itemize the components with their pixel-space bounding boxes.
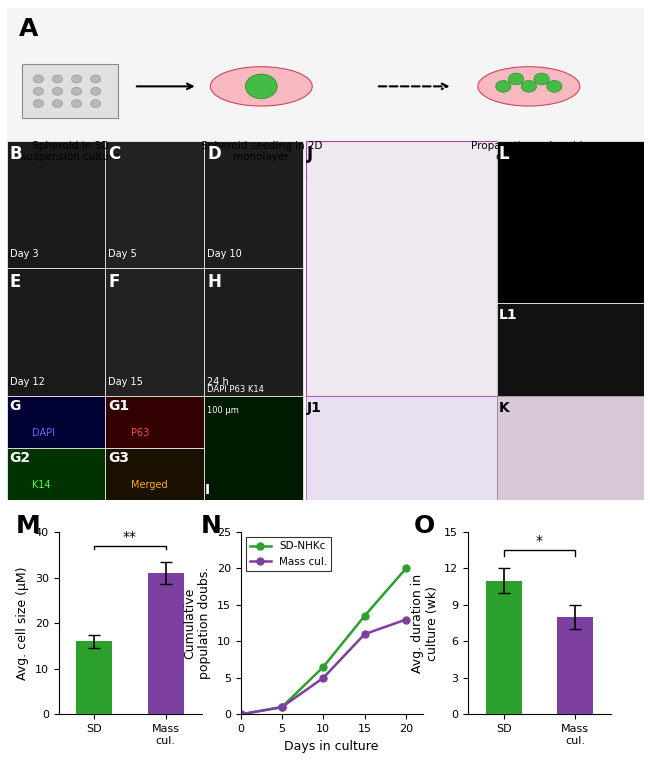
Circle shape: [508, 73, 524, 85]
Circle shape: [53, 100, 62, 107]
Ellipse shape: [211, 67, 312, 106]
X-axis label: Days in culture: Days in culture: [284, 739, 379, 752]
Text: B: B: [10, 145, 22, 163]
Text: K: K: [499, 401, 509, 416]
Text: G2: G2: [10, 451, 31, 464]
FancyBboxPatch shape: [497, 141, 644, 303]
Circle shape: [33, 75, 44, 83]
Text: L: L: [499, 145, 509, 163]
Y-axis label: Avg. duration in
culture (wk): Avg. duration in culture (wk): [411, 574, 439, 673]
Text: Merged: Merged: [131, 480, 167, 490]
Text: Propagating spheroid-
derived cells: Propagating spheroid- derived cells: [471, 141, 586, 162]
FancyBboxPatch shape: [6, 141, 105, 268]
Circle shape: [53, 75, 62, 83]
FancyBboxPatch shape: [204, 397, 303, 500]
Circle shape: [72, 87, 82, 95]
Legend: SD-NHKc, Mass cul.: SD-NHKc, Mass cul.: [246, 537, 332, 571]
Text: L1: L1: [499, 308, 517, 322]
Mass cul.: [402, 615, 410, 624]
Text: F: F: [109, 274, 120, 291]
Text: D: D: [207, 145, 221, 163]
Circle shape: [246, 74, 278, 99]
FancyBboxPatch shape: [105, 448, 204, 500]
Circle shape: [72, 75, 82, 83]
Text: Day 5: Day 5: [109, 249, 137, 258]
Circle shape: [521, 81, 536, 92]
SD-NHKc: [237, 710, 244, 719]
Line: SD-NHKc: SD-NHKc: [237, 565, 410, 718]
Text: I: I: [205, 483, 211, 497]
FancyBboxPatch shape: [6, 448, 105, 500]
Circle shape: [534, 73, 549, 85]
Bar: [558, 617, 593, 714]
Text: G1: G1: [109, 399, 129, 413]
Text: Day 3: Day 3: [10, 249, 38, 258]
Bar: [77, 641, 112, 714]
Y-axis label: Cumulative
population doubs.: Cumulative population doubs.: [183, 567, 211, 679]
FancyBboxPatch shape: [105, 141, 204, 268]
FancyBboxPatch shape: [105, 268, 204, 397]
Circle shape: [53, 87, 62, 95]
FancyBboxPatch shape: [22, 64, 118, 119]
Circle shape: [72, 100, 82, 107]
Text: J: J: [307, 145, 313, 163]
Mass cul.: [319, 673, 327, 682]
Text: **: **: [123, 530, 137, 544]
Circle shape: [90, 100, 101, 107]
FancyBboxPatch shape: [497, 397, 644, 500]
Text: K14: K14: [32, 480, 51, 490]
Text: C: C: [109, 145, 121, 163]
FancyBboxPatch shape: [306, 141, 497, 397]
Text: Spheroid in 3D
suspension culture: Spheroid in 3D suspension culture: [21, 141, 120, 162]
Text: N: N: [200, 514, 222, 538]
Bar: [148, 573, 183, 714]
Text: *: *: [536, 534, 543, 548]
Text: G: G: [10, 399, 21, 413]
FancyBboxPatch shape: [6, 397, 105, 448]
Text: G3: G3: [109, 451, 129, 464]
Text: DAPI: DAPI: [32, 429, 55, 439]
FancyBboxPatch shape: [6, 268, 105, 397]
Circle shape: [90, 87, 101, 95]
SD-NHKc: [319, 663, 327, 672]
Text: A: A: [20, 17, 38, 42]
Text: J1: J1: [307, 401, 322, 416]
Circle shape: [33, 87, 44, 95]
Text: Day 12: Day 12: [10, 377, 45, 387]
Mass cul.: [278, 702, 286, 711]
Mass cul.: [361, 629, 369, 638]
FancyBboxPatch shape: [204, 268, 303, 397]
Y-axis label: Avg. cell size (μM): Avg. cell size (μM): [16, 566, 29, 680]
Bar: [486, 581, 521, 714]
Circle shape: [547, 81, 562, 92]
FancyBboxPatch shape: [306, 397, 497, 500]
Text: H: H: [207, 274, 221, 291]
Text: 24 h: 24 h: [207, 377, 229, 387]
Mass cul.: [237, 710, 244, 719]
Text: M: M: [16, 514, 40, 538]
SD-NHKc: [278, 702, 286, 711]
Text: DAPI P63 K14: DAPI P63 K14: [207, 385, 264, 394]
FancyBboxPatch shape: [204, 141, 303, 268]
Line: Mass cul.: Mass cul.: [237, 616, 410, 718]
FancyBboxPatch shape: [6, 8, 644, 180]
FancyBboxPatch shape: [497, 303, 644, 397]
Text: O: O: [413, 514, 435, 538]
FancyBboxPatch shape: [105, 397, 204, 448]
Circle shape: [33, 100, 44, 107]
Text: Spheroid seeding in 2D
monolayer: Spheroid seeding in 2D monolayer: [201, 141, 322, 162]
Circle shape: [90, 75, 101, 83]
SD-NHKc: [402, 564, 410, 573]
SD-NHKc: [361, 611, 369, 620]
Circle shape: [496, 81, 511, 92]
Text: E: E: [10, 274, 21, 291]
Text: P63: P63: [131, 429, 149, 439]
Text: 100 μm: 100 μm: [207, 407, 239, 415]
Text: Day 10: Day 10: [207, 249, 242, 258]
FancyBboxPatch shape: [306, 500, 644, 608]
Ellipse shape: [478, 67, 580, 106]
Text: Day 15: Day 15: [109, 377, 143, 387]
